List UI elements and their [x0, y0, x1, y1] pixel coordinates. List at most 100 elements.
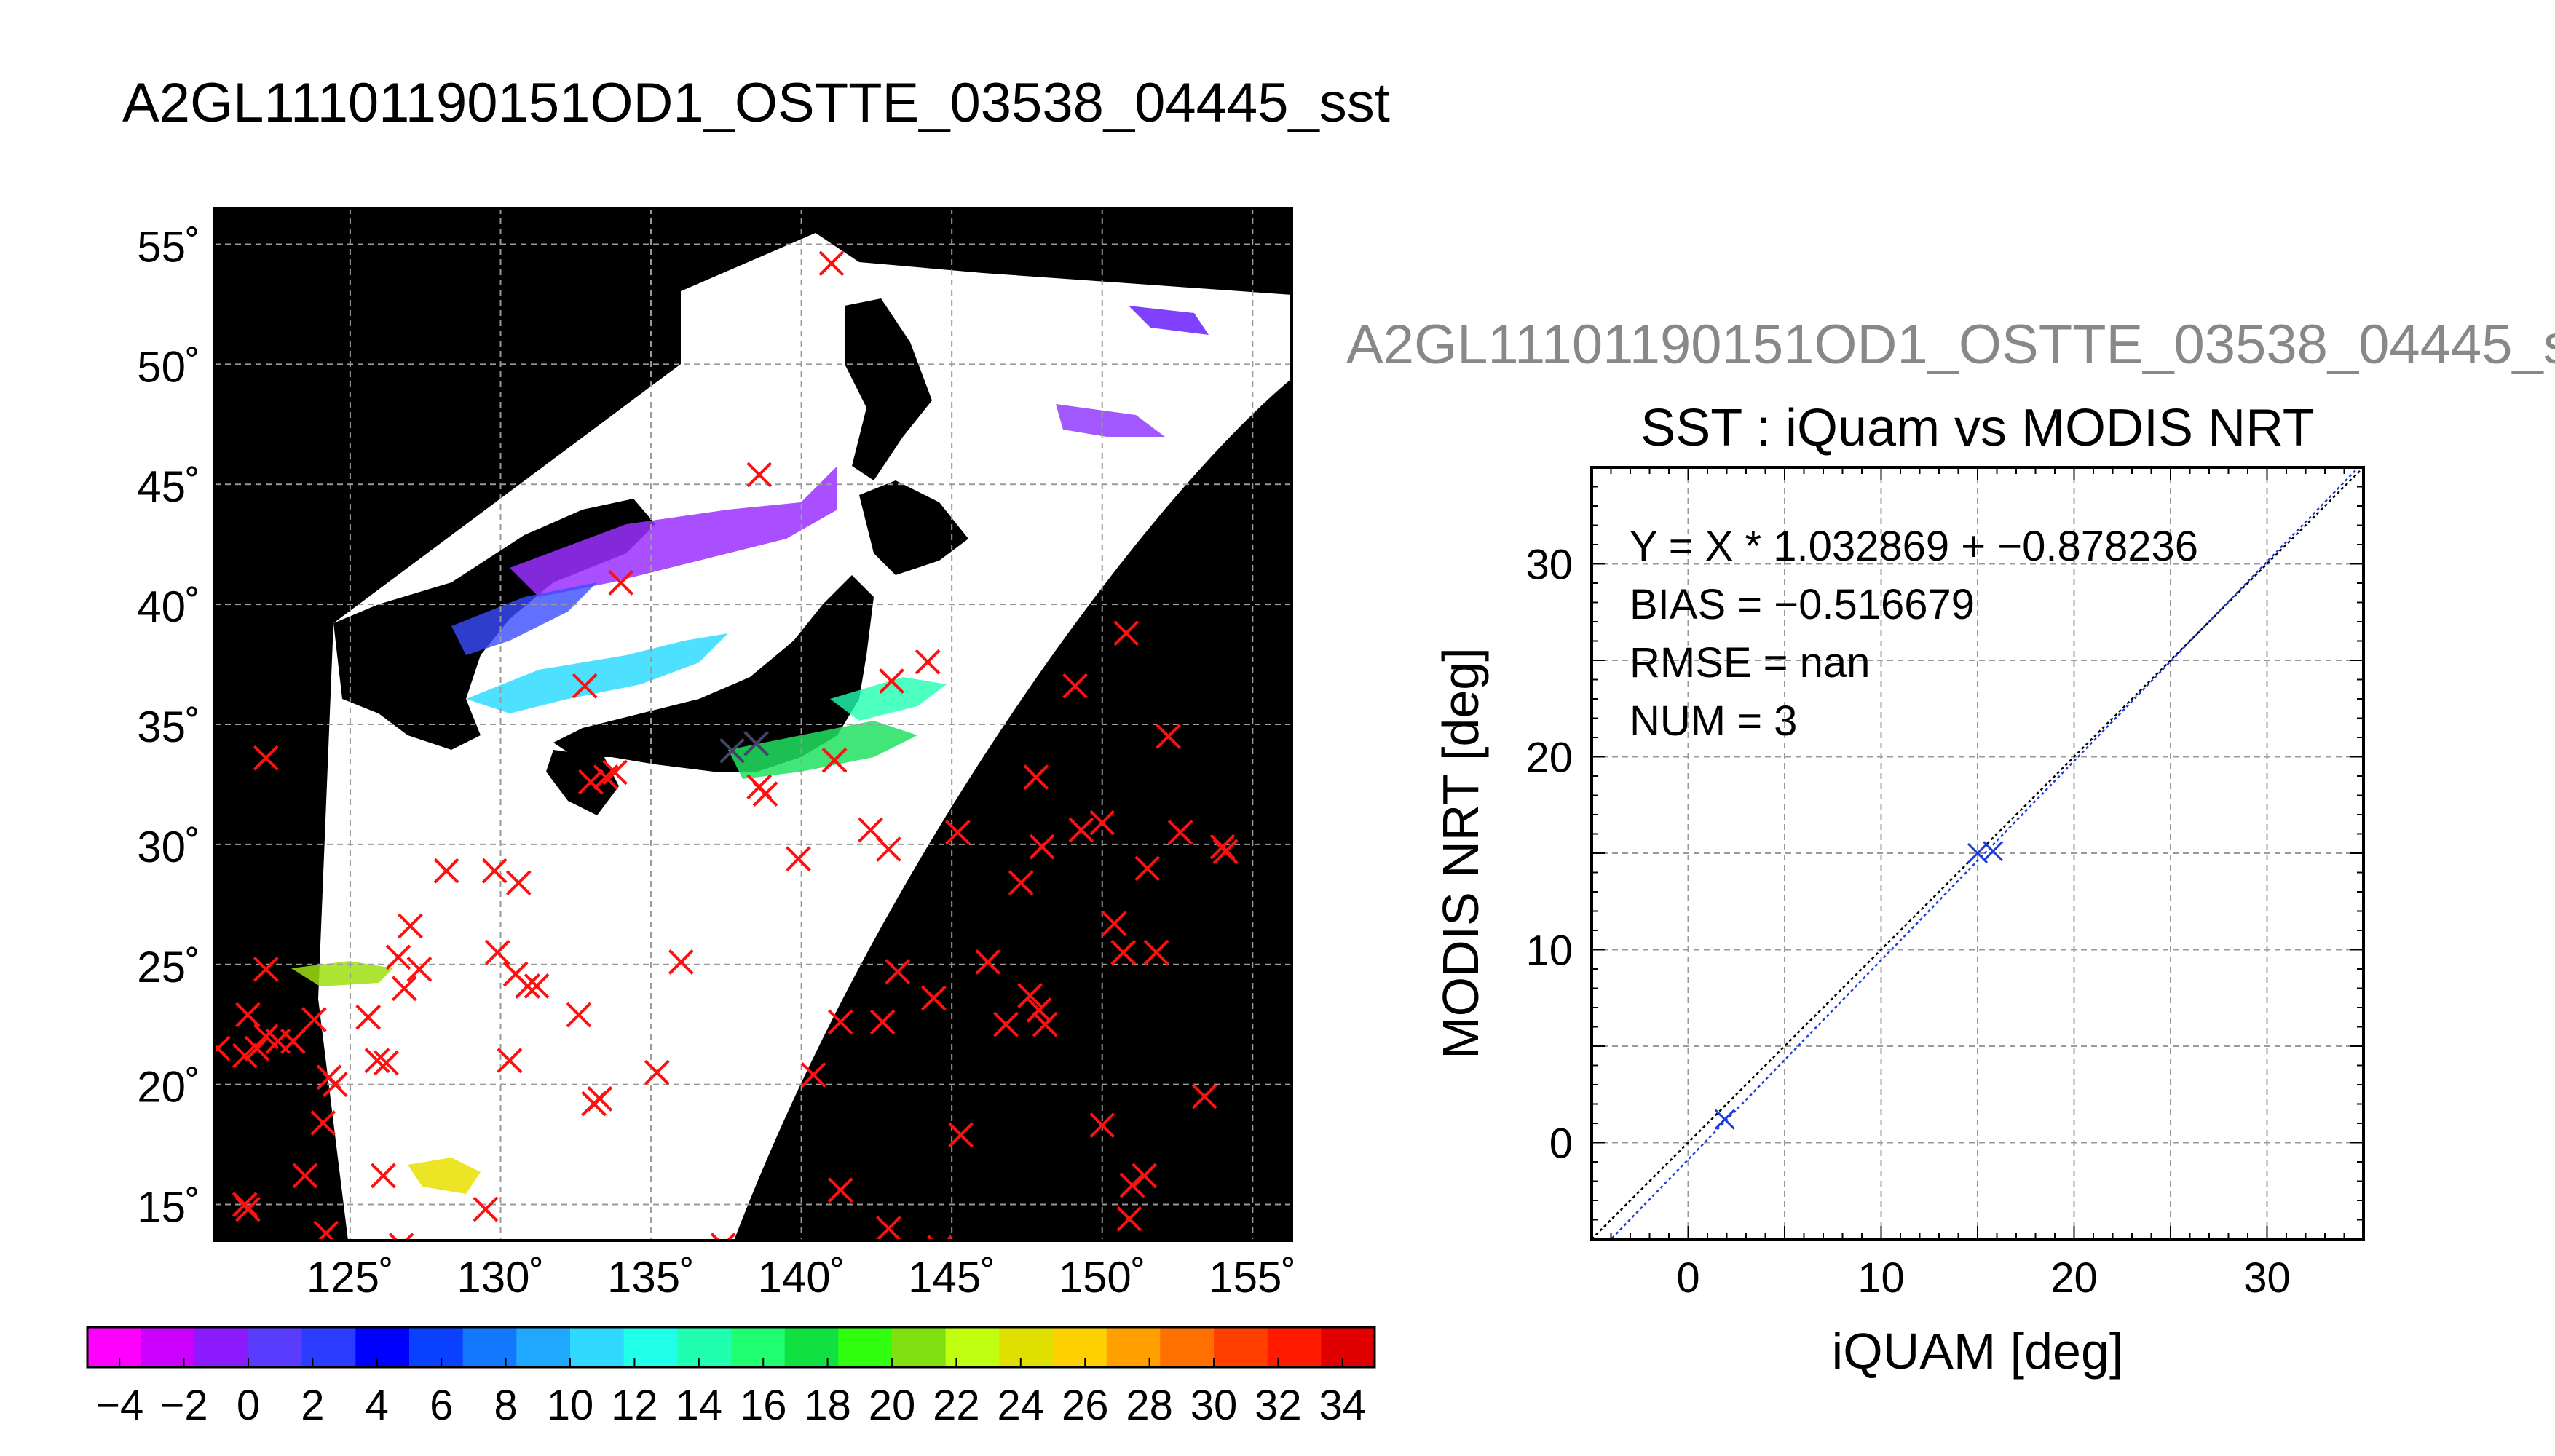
map-marker-red: [244, 1035, 270, 1061]
map-marker-red: [710, 1233, 736, 1241]
map-marker-red: [1110, 939, 1137, 965]
landmass-honshu: [553, 575, 874, 772]
map-marker-red: [1008, 870, 1034, 896]
map-marker-red: [827, 1177, 853, 1203]
colorbar-segment: [784, 1327, 840, 1367]
map-lat-tick-label: 15˚: [137, 1183, 200, 1232]
sst-patch-cyan: [466, 633, 728, 713]
colorbar-tick-label: 24: [998, 1382, 1045, 1429]
colorbar-segment: [838, 1327, 893, 1367]
colorbar-tick-label: 34: [1319, 1382, 1367, 1429]
map-marker-red: [253, 745, 279, 771]
map-marker-red: [920, 985, 947, 1011]
colorbar-tick-label: 30: [1190, 1382, 1238, 1429]
map-marker-red: [879, 668, 904, 695]
map-marker-red: [484, 939, 510, 965]
map-lat-tick-label: 30˚: [137, 823, 200, 871]
colorbar-segment: [87, 1327, 142, 1367]
map-marker-red: [398, 913, 423, 939]
map-marker-red: [1068, 817, 1094, 843]
map-lon-tick-label: 135˚: [607, 1253, 695, 1302]
map-lon-tick-label: 125˚: [307, 1253, 394, 1302]
sst-patch-blue: [451, 582, 597, 655]
map-marker-red: [253, 956, 279, 982]
map-marker-red: [827, 1009, 853, 1035]
landmass-sakhalin: [845, 298, 932, 480]
map-lat-tick-label: 55˚: [137, 222, 200, 271]
map-marker-red: [1134, 855, 1161, 882]
map-frame: [213, 207, 1293, 1242]
map-markers: [215, 250, 1239, 1241]
colorbar-segment: [1160, 1327, 1215, 1367]
map-marker-red: [1089, 1112, 1115, 1139]
map-lon-ticks: 125˚ 130˚ 135˚ 140˚ 145˚ 150˚ 155˚: [307, 1253, 1296, 1302]
map-marker-red: [232, 1042, 258, 1069]
map-marker-red: [821, 748, 848, 773]
map-marker-red: [364, 1048, 390, 1074]
colorbar-segment: [999, 1327, 1054, 1367]
colorbar-segment: [1267, 1327, 1322, 1367]
colorbar-segment: [516, 1327, 571, 1367]
colorbar-tick-label: 22: [933, 1382, 980, 1429]
sst-patch-yellow: [408, 1158, 481, 1194]
map-marker-red: [885, 959, 911, 985]
scatter-filename: A2GL11101190151OD1_OSTTE_03538_04445_s: [1346, 314, 2555, 376]
map-marker-red: [975, 949, 1001, 975]
map-marker-red: [433, 858, 459, 884]
landmass-kyushu: [546, 750, 619, 815]
colorbar-segment: [731, 1327, 786, 1367]
colorbar-segment: [194, 1327, 249, 1367]
map-lat-tick-label: 50˚: [137, 342, 200, 391]
map-marker-red: [1143, 939, 1169, 965]
map-lat-tick-label: 20˚: [137, 1063, 200, 1112]
colorbar-tick-label: −2: [160, 1382, 208, 1429]
map-marker-red: [301, 1007, 327, 1033]
map-lon-tick-label: 130˚: [457, 1253, 544, 1302]
map-marker-red: [473, 1196, 499, 1222]
map-marker-red: [1017, 983, 1043, 1009]
map-marker-red: [602, 759, 628, 786]
landmass-south-coast: [215, 801, 318, 1034]
map-marker-red: [1132, 1163, 1157, 1189]
map-lat-tick-label: 25˚: [137, 943, 200, 992]
map-lat-tick-label: 35˚: [137, 703, 200, 751]
map-marker-red: [1113, 620, 1140, 646]
map-lat-ticks: 55˚ 50˚ 45˚ 40˚ 35˚ 30˚ 25˚ 20˚ 15˚: [137, 222, 200, 1231]
map-marker-red: [1089, 810, 1115, 836]
colorbar-tick-label: 2: [301, 1382, 324, 1429]
map-marker-red: [515, 973, 541, 999]
colorbar-tick-label: 0: [237, 1382, 260, 1429]
colorbar-segment: [141, 1327, 196, 1367]
map-marker-red: [355, 1004, 382, 1030]
colorbar-segment: [409, 1327, 464, 1367]
map-marker-red: [1032, 1011, 1058, 1037]
map-lat-tick-label: 45˚: [137, 462, 200, 511]
colorbar-tick-label: 18: [804, 1382, 851, 1429]
map-marker-red: [915, 649, 941, 675]
map-marker-red: [374, 1050, 399, 1076]
map-marker-red: [1062, 673, 1088, 699]
map-marker-red: [945, 819, 971, 845]
colorbar-tick-label: 26: [1062, 1382, 1109, 1429]
colorbar-tick-label: −4: [95, 1382, 143, 1429]
map-lon-tick-label: 150˚: [1059, 1253, 1146, 1302]
map-marker-red: [1119, 1172, 1145, 1198]
map-marker-red: [481, 858, 508, 884]
map-marker-red: [1101, 911, 1127, 937]
colorbar-tick-label: 28: [1126, 1382, 1173, 1429]
map-marker-red: [1023, 764, 1049, 790]
colorbar-segment: [1214, 1327, 1268, 1367]
page-title: A2GL11101190151OD1_OSTTE_03538_04445_sst: [122, 72, 1390, 134]
map-marker-red: [322, 1072, 348, 1098]
colorbar-segment: [355, 1327, 410, 1367]
colorbar-segment: [1321, 1327, 1375, 1367]
map-marker-red: [1212, 839, 1239, 865]
colorbar-segment: [677, 1327, 732, 1367]
map-marker-red: [497, 1048, 523, 1074]
map-marker-dark: [719, 737, 745, 764]
map-marker-red: [406, 956, 433, 982]
map-lon-tick-label: 140˚: [758, 1253, 845, 1302]
map-marker-red: [786, 846, 811, 872]
map-marker-red: [993, 1011, 1019, 1037]
